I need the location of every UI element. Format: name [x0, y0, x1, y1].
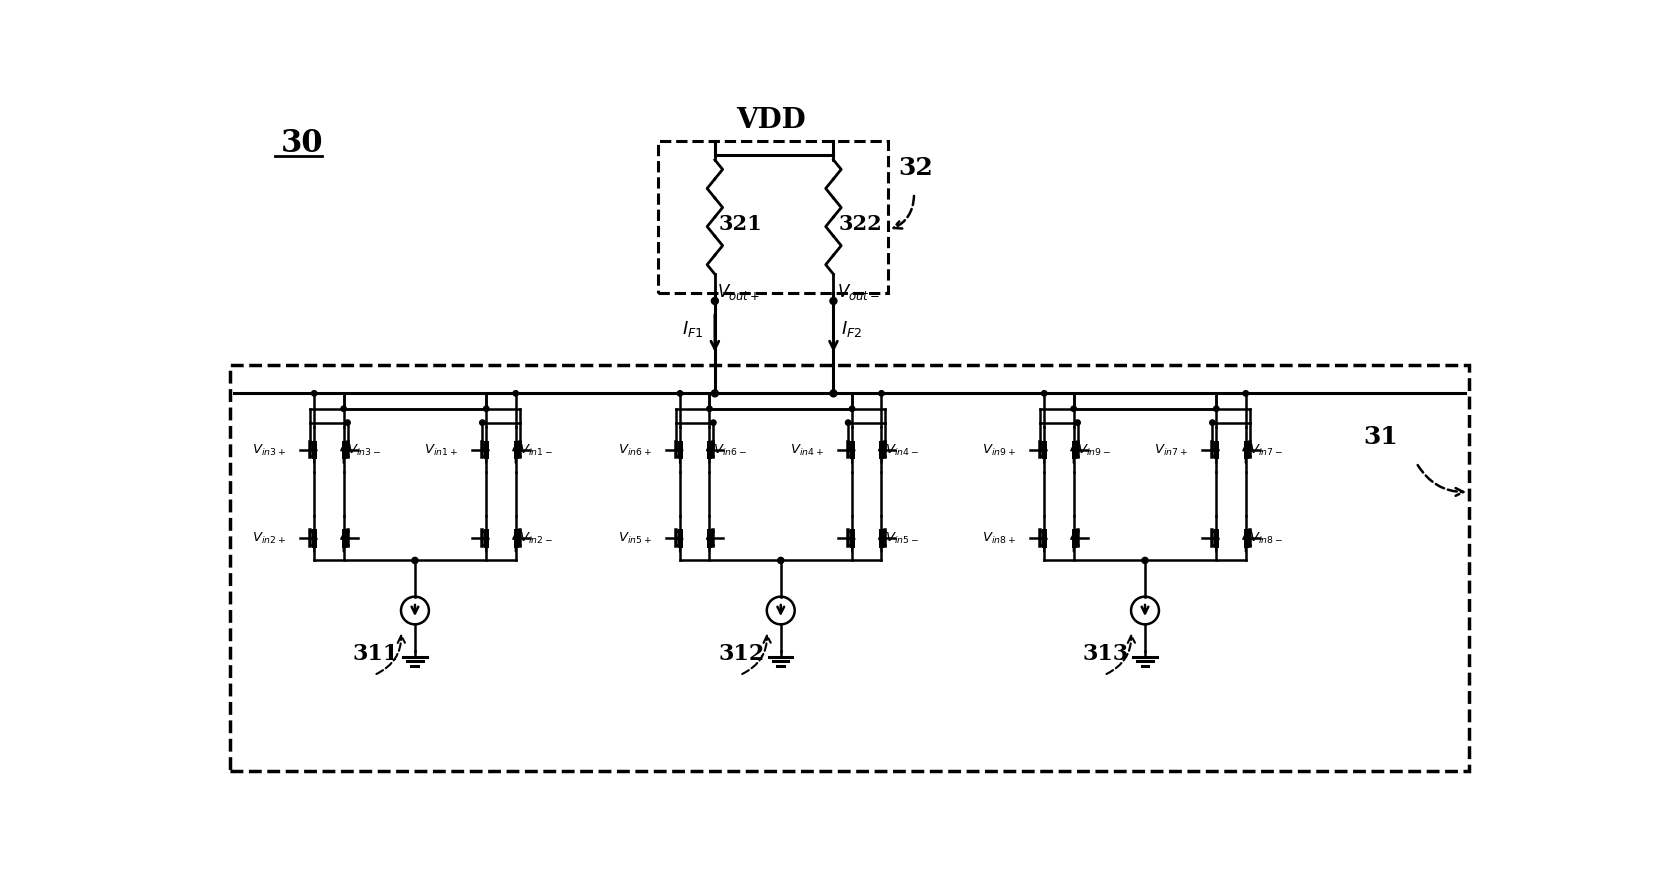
- Circle shape: [1142, 558, 1147, 563]
- Text: $V_{in9+}$: $V_{in9+}$: [981, 443, 1016, 457]
- Text: $I_{F1}$: $I_{F1}$: [681, 319, 703, 339]
- Text: $V_{in4+}$: $V_{in4+}$: [790, 443, 824, 457]
- Text: $V_{in1+}$: $V_{in1+}$: [424, 443, 457, 457]
- Text: $V_{in3-}$: $V_{in3-}$: [346, 443, 381, 457]
- Circle shape: [341, 406, 346, 412]
- Circle shape: [345, 420, 350, 425]
- FancyArrowPatch shape: [893, 196, 913, 228]
- Text: 30: 30: [280, 127, 323, 159]
- Circle shape: [1213, 406, 1218, 412]
- Text: $V_{in8-}$: $V_{in8-}$: [1248, 531, 1283, 546]
- Text: $V_{in2+}$: $V_{in2+}$: [252, 531, 287, 546]
- Circle shape: [1041, 390, 1046, 396]
- Circle shape: [830, 298, 837, 305]
- Text: 32: 32: [898, 156, 933, 180]
- Circle shape: [777, 558, 784, 563]
- Text: VDD: VDD: [736, 108, 805, 135]
- Circle shape: [706, 406, 713, 412]
- Text: $V_{in8+}$: $V_{in8+}$: [981, 531, 1016, 546]
- Circle shape: [878, 390, 883, 396]
- Circle shape: [484, 406, 489, 412]
- Text: 321: 321: [719, 214, 762, 234]
- Circle shape: [848, 406, 855, 412]
- Text: $V_{in4-}$: $V_{in4-}$: [885, 443, 918, 457]
- Circle shape: [830, 390, 837, 396]
- Text: $V_{in2-}$: $V_{in2-}$: [519, 531, 552, 546]
- Text: $V_{in6+}$: $V_{in6+}$: [618, 443, 651, 457]
- Circle shape: [1243, 390, 1248, 396]
- Circle shape: [411, 558, 418, 563]
- Text: $V_{out+}$: $V_{out+}$: [717, 282, 761, 302]
- Text: 322: 322: [838, 214, 882, 234]
- Text: $V_{in6-}$: $V_{in6-}$: [713, 443, 746, 457]
- Text: $V_{in7-}$: $V_{in7-}$: [1248, 443, 1283, 457]
- Text: $V_{out-}$: $V_{out-}$: [837, 282, 880, 302]
- FancyArrowPatch shape: [1105, 635, 1135, 674]
- Text: $V_{in3+}$: $V_{in3+}$: [252, 443, 287, 457]
- Text: $V_{in5+}$: $V_{in5+}$: [618, 531, 651, 546]
- Circle shape: [676, 390, 683, 396]
- FancyArrowPatch shape: [376, 635, 404, 674]
- Text: 31: 31: [1362, 425, 1397, 449]
- Text: 312: 312: [719, 642, 764, 665]
- Circle shape: [711, 390, 717, 396]
- Text: $I_{F2}$: $I_{F2}$: [840, 319, 862, 339]
- FancyArrowPatch shape: [1417, 465, 1463, 495]
- Circle shape: [845, 420, 850, 425]
- Bar: [230, 365, 1468, 771]
- Text: 311: 311: [353, 642, 399, 665]
- Circle shape: [1210, 420, 1215, 425]
- Bar: [658, 141, 886, 293]
- Circle shape: [711, 298, 717, 305]
- Circle shape: [312, 390, 316, 396]
- Text: $V_{in9-}$: $V_{in9-}$: [1075, 443, 1110, 457]
- FancyArrowPatch shape: [742, 635, 771, 674]
- Circle shape: [479, 420, 486, 425]
- Circle shape: [711, 420, 716, 425]
- Text: 313: 313: [1082, 642, 1128, 665]
- Circle shape: [512, 390, 519, 396]
- Circle shape: [1074, 420, 1080, 425]
- Text: $V_{in7+}$: $V_{in7+}$: [1153, 443, 1188, 457]
- Circle shape: [1070, 406, 1075, 412]
- Text: $V_{in1-}$: $V_{in1-}$: [519, 443, 552, 457]
- Text: $V_{in5-}$: $V_{in5-}$: [885, 531, 918, 546]
